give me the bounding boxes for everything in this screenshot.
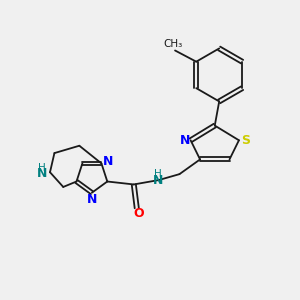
Text: N: N — [153, 174, 164, 187]
Text: CH₃: CH₃ — [163, 39, 182, 49]
Text: S: S — [241, 134, 250, 147]
Text: N: N — [87, 193, 97, 206]
Text: N: N — [180, 134, 190, 147]
Text: H: H — [154, 169, 162, 178]
Text: H: H — [38, 163, 46, 172]
Text: N: N — [37, 167, 47, 181]
Text: N: N — [103, 155, 113, 168]
Text: O: O — [133, 207, 143, 220]
